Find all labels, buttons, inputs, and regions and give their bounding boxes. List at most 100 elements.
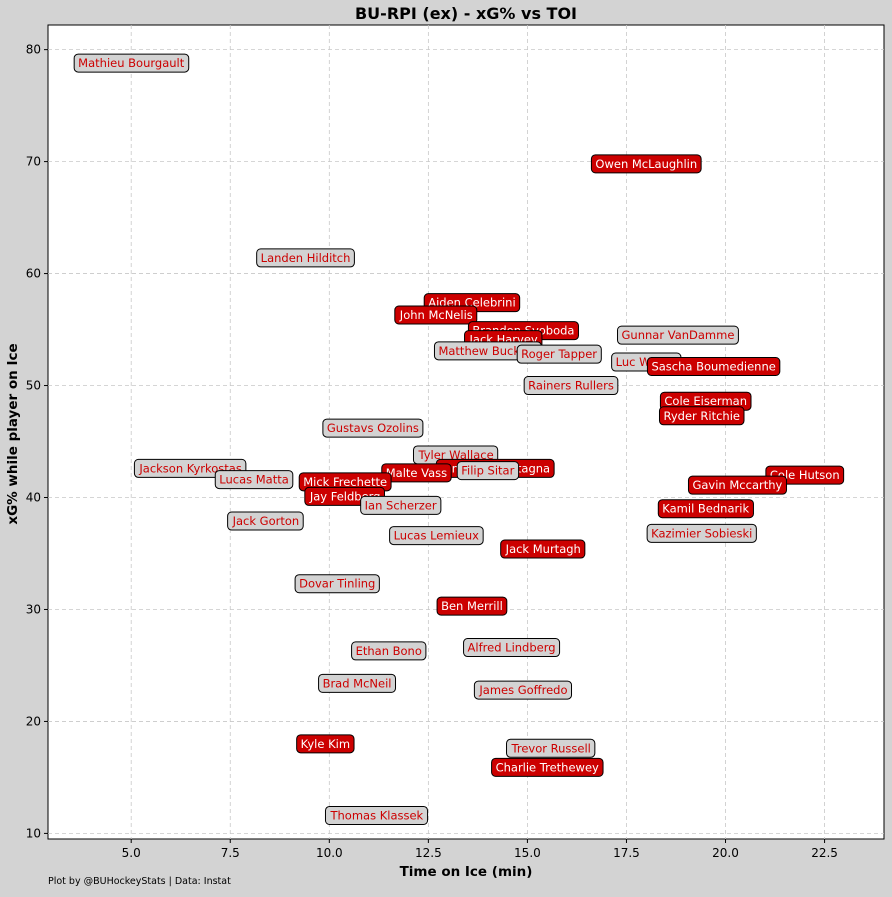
data-point-label: Trevor Russell (506, 738, 596, 758)
footer-credit: Plot by @BUHockeyStats | Data: Instat (48, 876, 231, 887)
label-box (646, 356, 781, 376)
y-tick-label: 80 (26, 43, 41, 57)
label-text: Cole Eiserman (664, 394, 747, 408)
x-tick-label: 17.5 (613, 846, 640, 860)
data-point-label: Ben Merrill (436, 596, 508, 616)
label-box (516, 344, 602, 364)
data-point-label: John McNelis (394, 305, 478, 325)
label-text: Ian Scherzer (365, 498, 437, 512)
label-box (523, 376, 619, 396)
label-text: Roger Tapper (521, 347, 597, 361)
x-tick-label: 22.5 (811, 846, 838, 860)
x-tick-label: 20.0 (712, 846, 739, 860)
label-box (658, 406, 745, 426)
data-point-label: Landen Hilditch (256, 248, 355, 268)
data-point-label: Mathieu Bourgault (73, 53, 190, 73)
label-text: Lucas Lemieux (394, 529, 480, 543)
label-text: Tyler Wallace (417, 448, 493, 462)
data-point-label: Malte Vass (381, 463, 452, 483)
label-text: Landen Hilditch (261, 251, 351, 265)
y-tick-label: 70 (26, 155, 41, 169)
label-text: Thomas Klassek (329, 808, 423, 822)
label-text: James Goffredo (478, 683, 567, 697)
data-point-label: Rainers Rullers (523, 376, 619, 396)
label-text: Alfred Lindberg (468, 641, 556, 655)
chart-title: BU-RPI (ex) - xG% vs TOI (355, 4, 577, 23)
x-axis-label: Time on Ice (min) (400, 864, 533, 880)
label-text: Ryder Ritchie (663, 409, 740, 423)
x-tick-label: 7.5 (221, 846, 240, 860)
label-text: Sascha Boumedienne (651, 359, 775, 373)
data-point-label: Cole Eiserman (659, 391, 752, 411)
data-point-label: Ethan Bono (351, 641, 427, 661)
y-tick-label: 40 (26, 491, 41, 505)
y-tick-label: 10 (26, 826, 41, 840)
label-box (394, 305, 478, 325)
label-text: Charlie Trethewey (496, 760, 599, 774)
label-box (318, 673, 397, 693)
label-box (456, 461, 520, 481)
label-text: Gustavs Ozolins (327, 421, 419, 435)
label-box (73, 53, 190, 73)
label-box (360, 495, 442, 515)
label-text: Malte Vass (386, 466, 447, 480)
data-point-label: Gustavs Ozolins (322, 418, 424, 438)
label-box (214, 470, 294, 490)
label-text: Ben Merrill (441, 599, 503, 613)
label-text: Mick Frechette (303, 475, 387, 489)
label-text: Trevor Russell (511, 741, 591, 755)
x-tick-label: 12.5 (415, 846, 442, 860)
label-box (351, 641, 427, 661)
label-text: John McNelis (399, 308, 473, 322)
data-point-label: Thomas Klassek (324, 805, 429, 825)
data-point-label: Ryder Ritchie (658, 406, 745, 426)
plot-area (47, 24, 885, 840)
label-text: Lucas Matta (219, 473, 289, 487)
data-point-label: Matthew Buckley (433, 341, 542, 361)
label-text: Owen McLaughlin (595, 157, 697, 171)
label-text: Gavin Mccarthy (692, 478, 782, 492)
label-box (463, 638, 561, 658)
label-box (436, 596, 508, 616)
data-point-label: Kyle Kim (296, 734, 355, 754)
y-tick-label: 20 (26, 714, 41, 728)
label-text: Rainers Rullers (528, 379, 614, 393)
label-text: Ethan Bono (356, 644, 422, 658)
data-point-label: Gunnar VanDamme (617, 325, 739, 345)
label-box (294, 574, 380, 594)
label-box (322, 418, 424, 438)
data-point-label: Jay Feldberg (304, 486, 385, 506)
data-point-label: Kazimier Sobieski (646, 523, 757, 543)
data-point-label: Sascha Boumedienne (646, 356, 781, 376)
data-point-label: Gavin Mccarthy (687, 475, 788, 495)
axis-ticks: 5.0 7.5 10.0 12.5 15.0 17.5 20.0 22.5 10 20 30 40 50… (26, 43, 838, 860)
data-point-label: Dovar Tinling (294, 574, 380, 594)
data-point-label: Filip Sitar (456, 461, 520, 481)
label-box (324, 805, 429, 825)
label-box (617, 325, 739, 345)
point-labels: Mathieu Bourgault Owen McLaughlin Landen H… (73, 53, 845, 825)
x-tick-label: 10.0 (316, 846, 343, 860)
x-tick-label: 15.0 (514, 846, 541, 860)
label-text: Dovar Tinling (299, 577, 375, 591)
data-point-label: Alfred Lindberg (463, 638, 561, 658)
data-point-label: Mick Frechette (298, 472, 392, 492)
label-text: Matthew Buckley (438, 344, 537, 358)
data-point-label: Brad McNeil (318, 673, 397, 693)
data-point-label: James Goffredo (473, 680, 573, 700)
label-box (657, 499, 754, 519)
label-text: Filip Sitar (461, 464, 514, 478)
label-text: Gunnar VanDamme (622, 328, 735, 342)
label-text: Jack Murtagh (505, 542, 581, 556)
data-point-label: Ian Scherzer (360, 495, 442, 515)
data-point-label: Lucas Lemieux (389, 526, 484, 546)
data-point-label: Charlie Trethewey (491, 757, 604, 777)
data-point-label: Lucas Matta (214, 470, 294, 490)
label-box (646, 523, 757, 543)
grid (48, 25, 884, 839)
data-point-label: Jack Gorton (227, 511, 304, 531)
data-point-label: Jack Murtagh (500, 539, 586, 559)
data-point-label: Owen McLaughlin (590, 154, 702, 174)
